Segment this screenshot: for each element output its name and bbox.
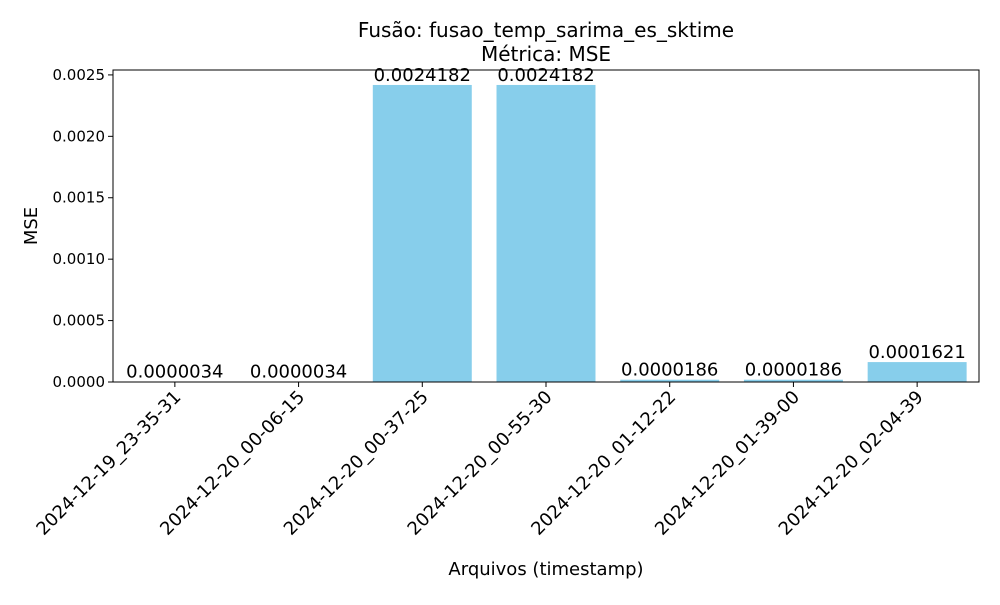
x-tick-label-1: 2024-12-20_00-06-15 [156, 387, 309, 540]
x-axis: 2024-12-19_23-35-312024-12-20_00-06-1520… [32, 382, 928, 540]
bar-5 [743, 379, 843, 382]
bar-value-label-3: 0.0024182 [497, 65, 594, 86]
y-axis: 0.0000 0.0005 0.0010 0.0015 0.0020 0.0025 [53, 66, 113, 391]
x-tick-label-6: 2024-12-20_02-04-39 [775, 387, 928, 540]
x-tick-label-3: 2024-12-20_00-55-30 [404, 387, 557, 540]
y-tick-label-0: 0.0000 [53, 373, 106, 391]
y-axis-label: MSE [21, 207, 42, 245]
bar-6 [867, 362, 967, 382]
chart-title-line-2: Métrica: MSE [481, 42, 611, 66]
bar-4 [620, 379, 720, 382]
bar-value-label-0: 0.0000034 [126, 362, 223, 383]
x-axis-label: Arquivos (timestamp) [448, 559, 643, 580]
x-tick-label-5: 2024-12-20_01-39-00 [651, 387, 804, 540]
bar-2 [372, 84, 472, 383]
bars-group [125, 84, 967, 383]
x-tick-label-0: 2024-12-19_23-35-31 [32, 387, 185, 540]
bar-value-label-6: 0.0001621 [868, 342, 965, 363]
y-tick-label-3: 0.0015 [53, 189, 106, 207]
y-tick-label-5: 0.0025 [53, 66, 106, 84]
x-tick-label-4: 2024-12-20_01-12-22 [527, 387, 680, 540]
bar-3 [496, 84, 596, 383]
y-tick-label-1: 0.0005 [53, 312, 106, 330]
chart-title-line-1: Fusão: fusao_temp_sarima_es_sktime [358, 18, 734, 42]
y-tick-label-2: 0.0010 [53, 250, 106, 268]
bar-value-label-2: 0.0024182 [374, 65, 471, 86]
y-tick-label-4: 0.0020 [53, 127, 106, 145]
bar-value-label-5: 0.0000186 [745, 360, 842, 381]
x-tick-label-2: 2024-12-20_00-37-25 [280, 387, 433, 540]
bar-value-label-4: 0.0000186 [621, 360, 718, 381]
bar-value-label-1: 0.0000034 [250, 362, 347, 383]
